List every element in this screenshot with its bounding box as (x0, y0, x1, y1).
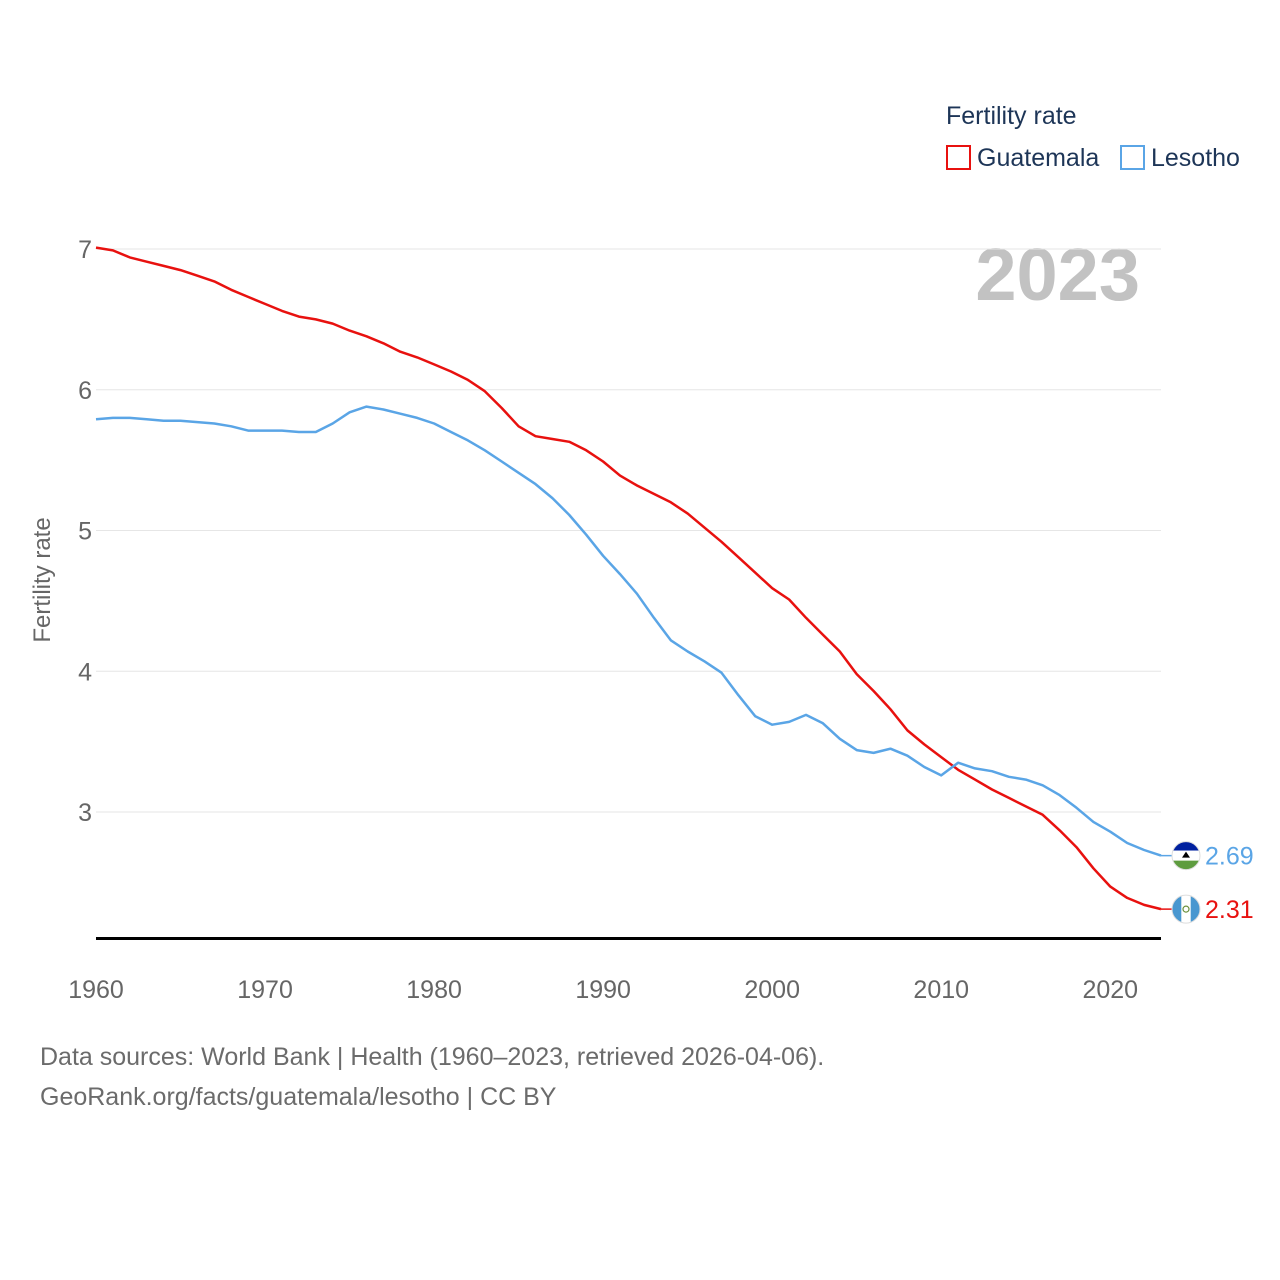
y-axis-title: Fertility rate (29, 517, 56, 642)
end-value-label-lesotho: 2.69 (1205, 843, 1254, 871)
year-label: 2023 (975, 233, 1140, 316)
guatemala-flag-icon (1171, 894, 1201, 924)
x-tick-label: 2000 (744, 976, 800, 1004)
legend-label-guatemala[interactable]: Guatemala (977, 144, 1099, 172)
x-tick-label: 2010 (913, 976, 969, 1004)
legend-title: Fertility rate (946, 102, 1077, 130)
y-tick-label: 7 (78, 236, 92, 264)
x-tick-label: 2020 (1082, 976, 1138, 1004)
legend-swatch-guatemala[interactable] (946, 145, 971, 170)
y-tick-label: 5 (78, 518, 92, 546)
x-tick-label: 1990 (575, 976, 631, 1004)
y-tick-label: 3 (78, 799, 92, 827)
end-value-label-guatemala: 2.31 (1205, 896, 1254, 924)
y-tick-label: 6 (78, 377, 92, 405)
series-line-lesotho[interactable] (95, 405, 1162, 857)
legend-swatch-lesotho[interactable] (1120, 145, 1145, 170)
fertility-rate-chart: Fertility rate Guatemala Lesotho 2023 Fe… (29, 102, 1254, 1004)
data-sources-text: Data sources: World Bank | Health (1960–… (40, 1043, 825, 1071)
legend-label-lesotho[interactable]: Lesotho (1151, 144, 1240, 172)
series-line-guatemala[interactable] (95, 246, 1162, 911)
lesotho-flag-icon (1171, 841, 1201, 871)
x-tick-label: 1960 (68, 976, 124, 1004)
y-tick-label: 4 (78, 658, 92, 686)
x-tick-label: 1970 (237, 976, 293, 1004)
x-tick-label: 1980 (406, 976, 462, 1004)
credit-text[interactable]: GeoRank.org/facts/guatemala/lesotho | CC… (40, 1083, 557, 1111)
